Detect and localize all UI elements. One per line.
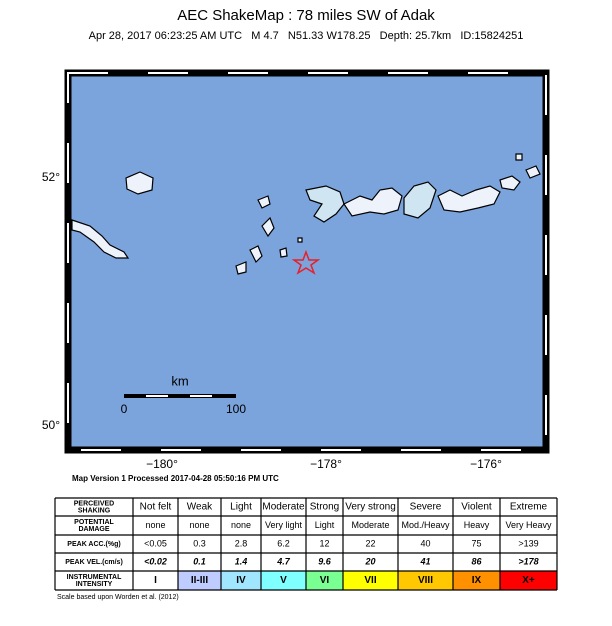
row-label: INTENSITY: [76, 581, 113, 588]
scale-label: 0: [121, 402, 128, 416]
lon-label: −180°: [146, 457, 178, 471]
lon-label: −178°: [310, 457, 342, 471]
table-cell: >139: [518, 538, 538, 548]
table-cell: Heavy: [464, 520, 490, 530]
table-cell: 41: [419, 556, 430, 566]
intensity-cell: [453, 571, 500, 590]
table-cell: none: [231, 520, 251, 530]
table-cell: Moderate: [351, 520, 389, 530]
table-cell: 6.2: [277, 538, 290, 548]
lat-label: 50°: [42, 418, 60, 432]
table-cell: none: [189, 520, 209, 530]
island: [279, 237, 303, 258]
table-cell: II-III: [191, 575, 208, 586]
island: [437, 185, 501, 213]
intensity-cell: [343, 571, 398, 590]
table-cell: VI: [320, 575, 330, 586]
table-cell: 2.8: [235, 538, 248, 548]
table-cell: Violent: [461, 502, 492, 513]
intensity-cell: [178, 571, 221, 590]
table-cell: 75: [471, 538, 481, 548]
footer: Scale based upon Worden et al. (2012): [57, 594, 179, 601]
table-cell: 0.3: [193, 538, 206, 548]
table-cell: <0.05: [144, 538, 167, 548]
intensity-cell: [306, 571, 343, 590]
ocean: [68, 73, 546, 450]
table-cell: 22: [365, 538, 375, 548]
intensity-cell: [398, 571, 453, 590]
map-version: Map Version 1 Processed 2017-04-28 05:50…: [72, 474, 279, 483]
row-label: PERCEIVED: [74, 500, 114, 507]
row-label: PEAK VEL.(cm/s): [65, 559, 123, 566]
table-cell: Extreme: [510, 502, 548, 513]
island: [343, 187, 403, 217]
table-cell: Very Heavy: [505, 520, 552, 530]
table-cell: none: [145, 520, 165, 530]
table-cell: 40: [420, 538, 430, 548]
table-cell: I: [154, 575, 157, 586]
row-label: INSTRUMENTAL: [67, 574, 122, 581]
table-cell: Mod./Heavy: [401, 520, 450, 530]
table-cell: <0.02: [144, 556, 167, 566]
island: [235, 245, 263, 275]
map: [64, 69, 550, 454]
lat-label: 52°: [42, 170, 60, 184]
scale-unit: km: [171, 373, 188, 388]
intensity-cell: [261, 571, 306, 590]
island: [71, 219, 130, 259]
table-cell: Severe: [410, 502, 442, 513]
table-cell: Light: [230, 502, 252, 513]
table-cell: 0.1: [193, 556, 206, 566]
table-cell: Moderate: [262, 502, 305, 513]
table-cell: IX: [472, 575, 482, 586]
table-cell: Very strong: [345, 502, 396, 513]
table-cell: 9.6: [318, 556, 332, 566]
table-cell: 4.7: [276, 556, 291, 566]
table-cell: 1.4: [235, 556, 248, 566]
island: [261, 216, 275, 238]
intensity-cell: [133, 571, 178, 590]
table-cell: VIII: [418, 575, 433, 586]
table-cell: 86: [471, 556, 482, 566]
intensity-cell: [500, 571, 557, 590]
epicenter: [291, 249, 321, 275]
island: [125, 171, 154, 195]
island: [257, 195, 271, 209]
scale-label: 100: [226, 402, 246, 416]
table-cell: 20: [364, 556, 375, 566]
row-label: DAMAGE: [78, 526, 109, 533]
subtitle: Apr 28, 2017 06:23:25 AM UTC M 4.7 N51.3…: [89, 30, 524, 42]
lon-label: −176°: [470, 457, 502, 471]
table-cell: X+: [522, 575, 535, 586]
table-cell: Weak: [187, 502, 213, 513]
intensity-cell: [221, 571, 261, 590]
island: [305, 185, 345, 223]
map-frame-ticks: [67, 72, 547, 451]
island: [499, 153, 541, 191]
island: [403, 181, 437, 219]
row-label: PEAK ACC.(%g): [67, 541, 120, 548]
title: AEC ShakeMap : 78 miles SW of Adak: [177, 7, 435, 24]
table-cell: Light: [315, 520, 335, 530]
table-cell: Very light: [265, 520, 303, 530]
table-cell: IV: [236, 575, 246, 586]
row-label: SHAKING: [78, 507, 111, 514]
table-cell: VII: [364, 575, 376, 586]
table-cell: Strong: [310, 502, 339, 513]
table-cell: V: [280, 575, 287, 586]
row-label: POTENTIAL: [74, 519, 114, 526]
table-cell: Not felt: [140, 502, 172, 513]
table-cell: >178: [518, 556, 538, 566]
table-cell: 12: [319, 538, 329, 548]
